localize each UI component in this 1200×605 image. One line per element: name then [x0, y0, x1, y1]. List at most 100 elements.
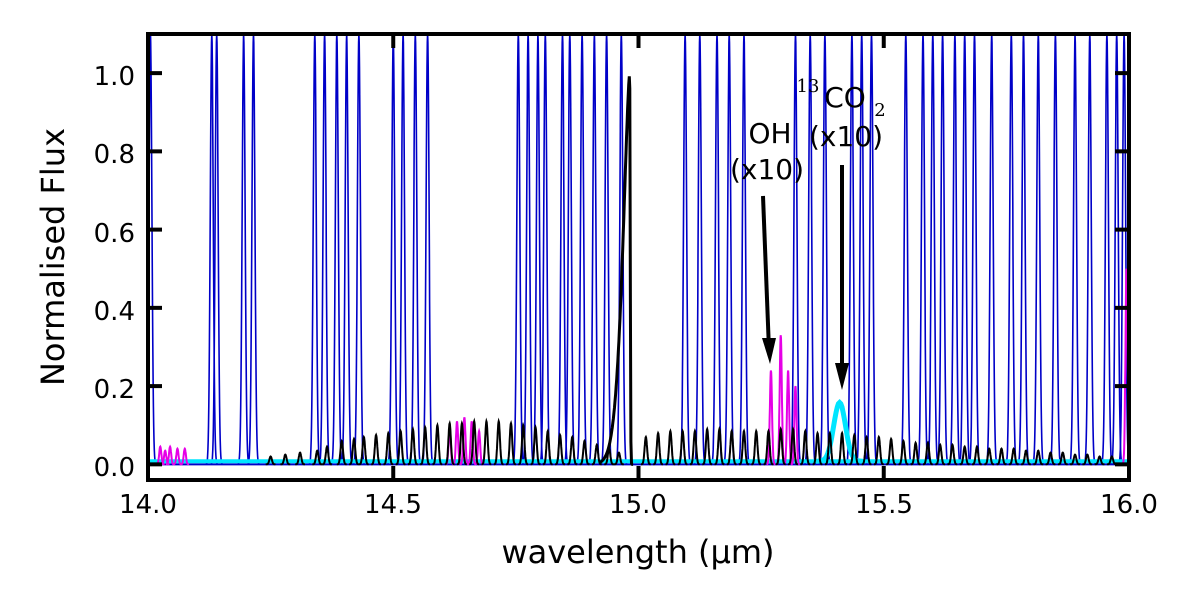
co2-line	[280, 453, 291, 466]
h2o-line	[237, 34, 250, 465]
co2-line	[1021, 449, 1031, 466]
co2-line	[996, 447, 1007, 466]
h2o-line	[1068, 34, 1082, 465]
oh-line	[180, 446, 190, 466]
co2-line	[614, 451, 624, 466]
co2-line	[481, 417, 492, 466]
x-tick-labels: 14.0 14.5 15.0 15.5 16.0	[119, 490, 1158, 520]
co2-line	[1070, 453, 1080, 466]
h2o-line	[916, 34, 930, 465]
co2-line	[861, 434, 872, 466]
co2-line	[432, 421, 443, 466]
co2-line	[837, 430, 847, 466]
co2-line	[739, 428, 749, 466]
h2o-line	[1031, 34, 1045, 465]
h2o-line	[521, 34, 535, 465]
h2o-line	[1100, 34, 1114, 465]
co2-line	[1033, 449, 1044, 466]
x-tick-label: 15.0	[609, 490, 667, 520]
h2o-line	[678, 34, 692, 465]
co2-line	[702, 426, 713, 466]
co2-line	[312, 449, 323, 466]
h2o-line	[588, 34, 601, 465]
co2-line	[408, 426, 418, 466]
y-tick-label: 0.6	[94, 219, 135, 249]
co2-line	[591, 442, 602, 466]
co2-line	[935, 442, 946, 466]
co2-line	[1045, 451, 1056, 466]
co2-line	[349, 436, 359, 466]
y-axis-label: Normalised Flux	[34, 128, 72, 386]
co2-line	[849, 432, 860, 466]
y-tick-label: 0.8	[94, 140, 135, 170]
co2-line	[726, 428, 737, 466]
h2o-line	[247, 34, 260, 465]
co2-line	[763, 428, 774, 466]
h2o-line	[722, 34, 736, 465]
co2-line	[469, 417, 480, 466]
oh-line	[790, 385, 800, 466]
oh-line	[165, 444, 175, 466]
h2o-line	[958, 34, 972, 465]
y-tick-label: 1.0	[94, 62, 135, 92]
co2-line	[336, 439, 347, 466]
co2-line	[677, 428, 688, 466]
co2-line	[665, 428, 676, 466]
annotation-oh-arrow-shaft	[761, 195, 771, 351]
co2-line	[1094, 455, 1105, 466]
co2-line	[751, 428, 762, 466]
co2-line	[579, 439, 590, 466]
annotation-oh: OH (x10)	[730, 117, 804, 364]
co2-line	[542, 428, 553, 466]
h2o-line	[386, 34, 400, 465]
h2o-line	[968, 34, 981, 465]
co2-line	[530, 424, 541, 466]
h2o-line	[803, 34, 817, 465]
annotation-13co2-label: CO	[824, 81, 866, 114]
co2-13-peak	[816, 398, 864, 464]
h2o-line	[318, 34, 331, 465]
h2o-line	[396, 34, 410, 465]
co2-line	[923, 440, 933, 466]
annotation-13co2-scale: (x10)	[809, 120, 883, 153]
co2-line	[641, 434, 651, 466]
h2o-line	[330, 34, 344, 465]
h2o-line	[1017, 34, 1030, 465]
co2-line	[812, 430, 823, 466]
co2-line	[322, 444, 332, 466]
co2-line	[959, 444, 970, 466]
y-tick-label: 0.0	[94, 453, 135, 483]
co2-line	[775, 426, 786, 466]
co2-line	[714, 426, 725, 466]
x-tick-label: 14.5	[364, 490, 422, 520]
co2-line	[886, 436, 896, 466]
oh-line	[1121, 268, 1129, 466]
h2o-line	[614, 34, 628, 465]
y-tick-label: 0.2	[94, 375, 135, 405]
annotation-13co2: 13 CO 2 (x10)	[797, 76, 886, 390]
oh-line	[776, 335, 786, 466]
h2o-line	[936, 34, 949, 465]
plot-frame	[146, 32, 1131, 482]
co2-line	[1082, 453, 1093, 466]
x-tick-label: 16.0	[1100, 490, 1158, 520]
h2o-line	[1049, 34, 1062, 465]
h2o-line	[1083, 34, 1097, 465]
co2-line	[358, 434, 369, 466]
h2o-line	[511, 34, 525, 465]
h2o-line	[421, 34, 434, 465]
co2-line	[444, 419, 455, 466]
h2o-line	[1004, 34, 1018, 465]
co2-line	[371, 432, 381, 466]
series-layer	[148, 34, 1129, 466]
co2-line	[972, 444, 982, 466]
co2-line	[506, 419, 516, 466]
co2-q-branch	[599, 76, 634, 466]
h2o-line	[865, 34, 878, 465]
co2-line	[690, 428, 700, 466]
co2-line	[567, 434, 578, 466]
co2-line	[295, 451, 305, 466]
co2-line	[984, 447, 995, 466]
co2-line	[1008, 447, 1019, 466]
